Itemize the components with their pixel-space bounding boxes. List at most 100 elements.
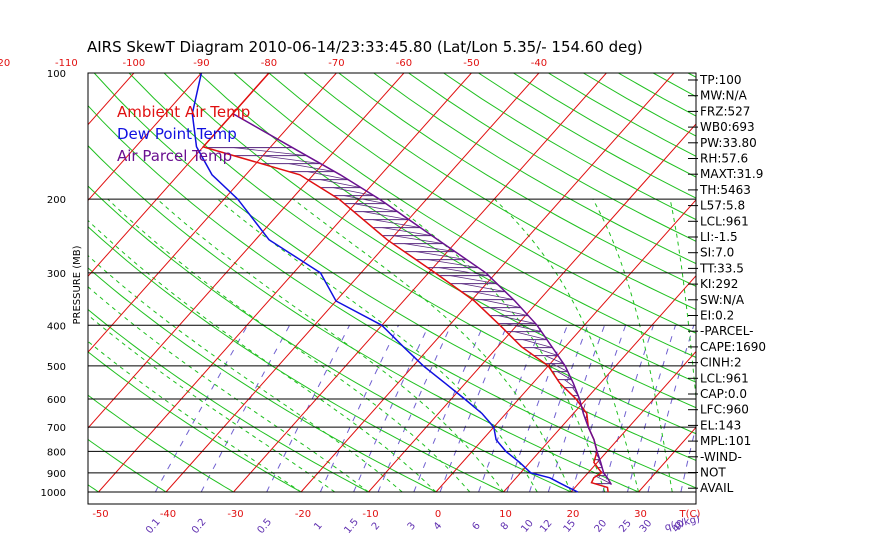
stability-index: -WIND- bbox=[700, 450, 742, 464]
dry-adiabat bbox=[303, 73, 696, 311]
bottom-temp-tick-label: -40 bbox=[160, 509, 176, 520]
dry-adiabat bbox=[88, 104, 696, 489]
moist-adiabat bbox=[156, 198, 504, 493]
cape-hatch-diagonal bbox=[522, 339, 553, 349]
bottom-temp-tick-label: -30 bbox=[227, 509, 243, 520]
isotherm bbox=[88, 73, 337, 353]
dry-adiabat bbox=[478, 73, 696, 199]
stability-index: LCL:961 bbox=[700, 371, 749, 385]
stability-index: MAXT:31.9 bbox=[700, 167, 763, 181]
mixing-ratio-tick-label: 25 bbox=[617, 518, 634, 535]
dry-adiabat bbox=[88, 438, 167, 493]
mixing-ratio-tick-label: 3 bbox=[406, 520, 419, 532]
mixing-ratio-line bbox=[647, 325, 695, 493]
cape-hatch-diagonal bbox=[594, 475, 611, 484]
legend-entry: Ambient Air Temp bbox=[117, 103, 250, 121]
bottom-temp-tick-label: 0 bbox=[435, 509, 441, 520]
mixing-ratio-tick-label: 0.2 bbox=[190, 517, 209, 536]
mixing-ratio-line bbox=[200, 325, 291, 493]
stability-index: KI:292 bbox=[700, 277, 738, 291]
stability-index: FRZ:527 bbox=[700, 104, 750, 118]
dry-adiabat bbox=[88, 185, 572, 493]
cape-hatch-diagonal bbox=[498, 315, 536, 325]
pressure-tick-label: 600 bbox=[47, 395, 66, 406]
dry-adiabat bbox=[128, 73, 696, 435]
moist-adiabat bbox=[88, 340, 302, 493]
stability-index: LI:-1.5 bbox=[700, 230, 738, 244]
stability-index: TH:5463 bbox=[699, 183, 751, 197]
cape-hatch-diagonal bbox=[353, 203, 398, 213]
instability-hatching bbox=[206, 147, 611, 485]
moist-adiabat bbox=[88, 254, 403, 493]
cape-hatch-diagonal bbox=[481, 299, 522, 309]
cape-hatch-diagonal bbox=[320, 179, 361, 189]
isotherm bbox=[435, 199, 696, 493]
mixing-ratio-tick-label: 1.5 bbox=[342, 517, 361, 536]
mixing-ratio-line bbox=[377, 325, 452, 493]
moist-adiabat bbox=[386, 198, 606, 493]
mixing-ratio-line bbox=[154, 325, 249, 493]
dry-adiabat bbox=[233, 73, 696, 358]
stability-index: CAP:0.0 bbox=[700, 387, 747, 401]
cape-hatch-diagonal bbox=[564, 379, 576, 388]
isotherm bbox=[88, 73, 135, 126]
stability-index: NOT bbox=[700, 466, 726, 480]
cape-hatch-diagonal bbox=[544, 355, 564, 364]
dry-adiabat bbox=[373, 73, 696, 265]
stability-index: PW:33.80 bbox=[700, 136, 757, 150]
pressure-tick-label: 1000 bbox=[41, 488, 66, 499]
stability-index: LFC:960 bbox=[700, 403, 749, 417]
stability-index: EL:143 bbox=[700, 418, 741, 432]
dry-adiabat bbox=[88, 351, 302, 493]
mixing-ratio-tick-label: 12 bbox=[538, 518, 555, 535]
plot-frame bbox=[87, 72, 697, 505]
bottom-temp-tick-label: -20 bbox=[295, 509, 311, 520]
stability-index: -PARCEL- bbox=[700, 324, 754, 338]
isotherm bbox=[165, 73, 540, 493]
stability-index: TT:33.5 bbox=[699, 261, 744, 275]
stability-index: CAPE:1690 bbox=[700, 340, 766, 354]
legend-entry: Air Parcel Temp bbox=[117, 147, 232, 165]
mixing-ratio-line bbox=[413, 325, 484, 493]
stability-index: AVAIL bbox=[700, 481, 734, 495]
cape-hatch-diagonal bbox=[404, 243, 456, 253]
mixing-ratio-tick-label: 30 bbox=[638, 518, 655, 535]
cape-hatch-diagonal bbox=[551, 363, 569, 372]
bottom-temp-tick-label: 20 bbox=[567, 509, 580, 520]
isotherm bbox=[503, 274, 696, 493]
pressure-tick-label: 100 bbox=[47, 69, 66, 80]
pressure-tick-label: 700 bbox=[47, 423, 66, 434]
stability-index: RH:57.6 bbox=[700, 152, 748, 166]
isobars bbox=[88, 198, 696, 493]
top-temp-tick-label: -60 bbox=[396, 58, 412, 69]
cape-hatch-diagonal bbox=[450, 275, 498, 285]
stability-index: SI:7.0 bbox=[700, 246, 734, 260]
mixing-ratio-tick-label: 0.5 bbox=[255, 517, 274, 536]
stability-index: MW:N/A bbox=[700, 89, 748, 103]
bottom-temp-tick-label: 30 bbox=[634, 509, 647, 520]
dry-adiabat bbox=[163, 73, 696, 409]
cape-hatch-diagonal bbox=[382, 227, 432, 237]
stability-index: WB0:693 bbox=[700, 120, 755, 134]
dry-adiabat bbox=[88, 226, 504, 493]
top-temp-tick-label: -110 bbox=[55, 58, 78, 69]
cape-hatch-diagonal bbox=[372, 219, 421, 229]
cape-hatch-diagonal bbox=[307, 171, 349, 181]
mixing-ratio-tick-label: 1 bbox=[312, 520, 325, 532]
stability-index: SW:N/A bbox=[700, 293, 745, 307]
plot-border bbox=[87, 72, 697, 505]
isotherm bbox=[88, 73, 405, 429]
moist-adiabat bbox=[88, 314, 336, 493]
stability-index: TP:100 bbox=[699, 73, 742, 87]
cape-hatch-diagonal bbox=[288, 163, 335, 173]
mixing-ratio-tick-label: 15 bbox=[562, 518, 579, 535]
mixing-ratio-tick-label: 20 bbox=[593, 518, 610, 535]
isotherm bbox=[233, 73, 607, 493]
parcel-temp-line bbox=[232, 112, 613, 485]
pressure-tick-label: 800 bbox=[47, 447, 66, 458]
axis-ticks: 1002003004005006007008009001000-120-110-… bbox=[0, 58, 701, 536]
moist-adiabat bbox=[217, 198, 538, 493]
cape-hatch-diagonal bbox=[533, 347, 559, 357]
bottom-temp-tick-label: -50 bbox=[92, 509, 108, 520]
